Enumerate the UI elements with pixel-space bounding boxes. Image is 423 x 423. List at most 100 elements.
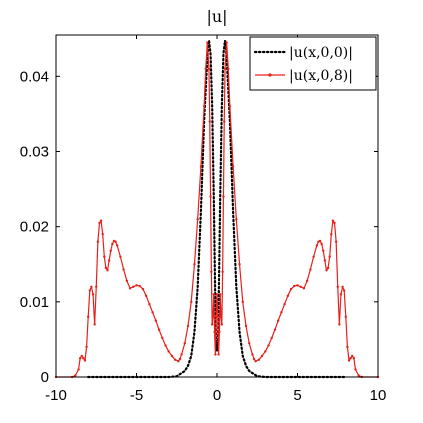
data-point xyxy=(210,323,214,326)
data-point xyxy=(125,279,129,282)
data-point xyxy=(354,368,357,371)
data-point xyxy=(161,336,164,340)
data-point xyxy=(222,195,225,198)
data-point xyxy=(128,287,132,290)
data-point xyxy=(244,324,248,328)
data-point xyxy=(238,263,241,266)
data-point xyxy=(206,41,209,44)
data-point xyxy=(103,255,106,258)
data-point xyxy=(235,217,238,221)
data-point xyxy=(119,255,122,258)
data-point xyxy=(227,67,230,71)
data-point xyxy=(144,294,148,298)
data-point xyxy=(215,293,219,296)
y-tick-label: 0.02 xyxy=(20,219,49,236)
data-point xyxy=(167,350,170,353)
data-point xyxy=(254,360,257,363)
data-point xyxy=(352,357,356,360)
data-point xyxy=(231,165,235,168)
data-point xyxy=(109,249,112,252)
data-point xyxy=(193,263,196,266)
data-point xyxy=(135,284,138,287)
data-point xyxy=(219,315,223,319)
x-tick-label: -10 xyxy=(45,387,67,404)
data-point xyxy=(216,315,220,319)
data-point xyxy=(260,354,264,358)
x-tick-label: -5 xyxy=(130,387,143,404)
data-point xyxy=(212,293,215,296)
data-point xyxy=(351,354,354,358)
data-point xyxy=(148,302,151,306)
x-tick-label: 0 xyxy=(213,387,221,404)
data-point xyxy=(87,315,90,319)
data-point xyxy=(114,240,117,243)
data-point xyxy=(315,244,319,247)
data-point xyxy=(88,289,92,292)
data-point xyxy=(74,374,77,377)
data-point xyxy=(223,120,226,123)
data-point xyxy=(207,67,211,71)
data-point xyxy=(204,67,207,71)
data-point xyxy=(302,287,306,290)
data-point xyxy=(331,219,335,222)
data-point xyxy=(90,285,93,289)
data-point xyxy=(220,323,224,326)
data-point xyxy=(299,285,302,289)
data-point xyxy=(357,374,360,377)
data-point xyxy=(209,195,212,198)
y-tick-label: 0.01 xyxy=(20,294,49,311)
data-point xyxy=(208,120,211,123)
data-point xyxy=(104,266,108,270)
data-point xyxy=(270,336,273,340)
data-point xyxy=(223,67,227,71)
y-tick-label: 0 xyxy=(41,369,49,386)
plot-area xyxy=(54,40,380,379)
data-point xyxy=(196,217,199,221)
data-point xyxy=(210,270,213,273)
data-point xyxy=(164,344,167,347)
data-point xyxy=(80,354,83,358)
data-point xyxy=(286,294,290,298)
data-point xyxy=(341,285,344,289)
data-point xyxy=(289,287,293,291)
data-point xyxy=(93,323,96,326)
data-point xyxy=(99,219,103,222)
data-point xyxy=(199,165,203,168)
data-point xyxy=(330,232,333,236)
data-point xyxy=(217,353,220,356)
legend-label: |u(x,0,0)| xyxy=(289,45,353,61)
legend: |u(x,0,0)| |u(x,0,8)| xyxy=(249,36,377,91)
y-tick-label: 0.03 xyxy=(20,144,49,161)
data-point xyxy=(190,300,193,304)
data-point xyxy=(228,105,232,108)
series-2 xyxy=(54,41,380,379)
data-point xyxy=(267,344,270,347)
data-point xyxy=(349,357,352,360)
data-point xyxy=(157,328,161,331)
data-point xyxy=(101,232,104,236)
data-point xyxy=(283,302,286,306)
data-point xyxy=(141,287,145,291)
data-point xyxy=(225,41,228,44)
legend-marker xyxy=(268,73,272,77)
data-point xyxy=(325,269,328,272)
axis-tick-labels: -10 -5 0 5 10 0 0.01 0.02 0.03 0.04 xyxy=(20,68,387,404)
data-point xyxy=(326,266,330,270)
data-point xyxy=(106,269,109,272)
data-point xyxy=(339,293,343,296)
data-point xyxy=(132,285,135,289)
data-point xyxy=(264,350,267,353)
data-point xyxy=(111,242,114,246)
data-point xyxy=(347,359,351,362)
legend-box xyxy=(249,36,377,91)
data-point xyxy=(309,268,312,271)
data-point xyxy=(98,221,101,225)
data-point xyxy=(178,357,182,361)
data-point xyxy=(333,221,336,225)
data-point xyxy=(328,255,331,258)
data-point xyxy=(293,284,296,288)
data-point xyxy=(213,330,216,334)
data-point xyxy=(323,259,327,262)
data-point xyxy=(248,341,251,345)
